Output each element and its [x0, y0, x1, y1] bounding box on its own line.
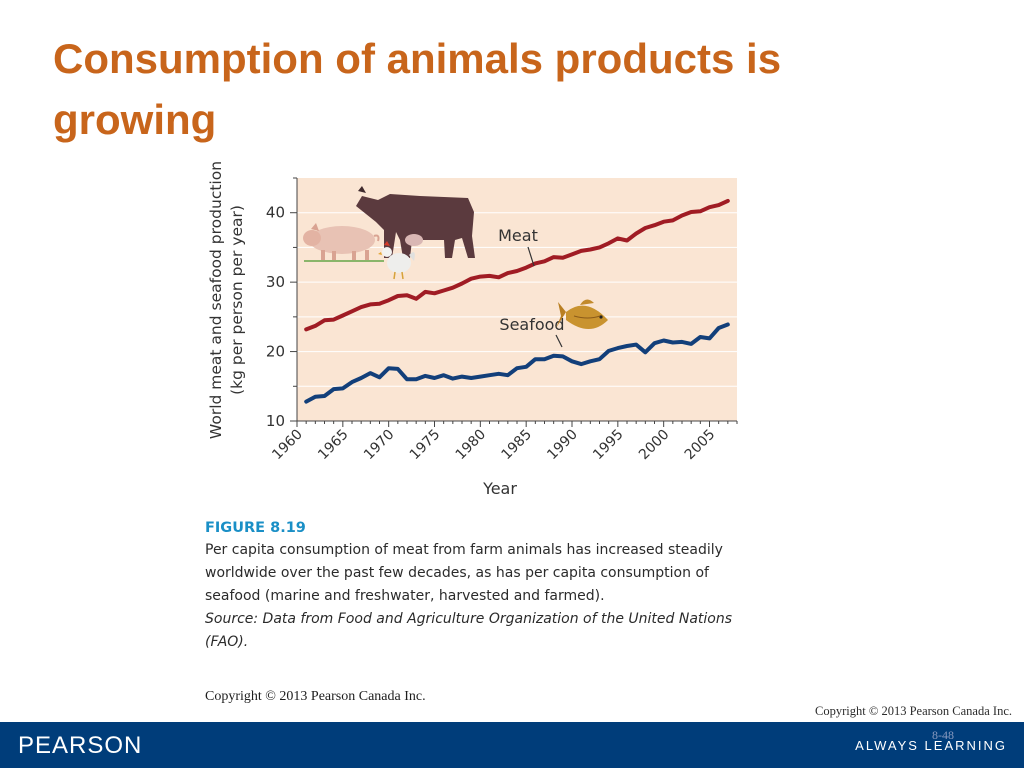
slide-copyright: Copyright © 2013 Pearson Canada Inc. [815, 704, 1012, 718]
figure-caption: FIGURE 8.19 Per capita consumption of me… [205, 520, 765, 654]
x-tick-label: 1975 [407, 427, 444, 464]
meat-series-line [304, 198, 730, 332]
figure-label: FIGURE 8.19 [205, 520, 765, 536]
x-tick-label: 1960 [269, 427, 306, 464]
x-tick-label: 1970 [361, 427, 398, 464]
y-axis-title-units: (kg per person per year) [228, 205, 246, 395]
figure-source: Source: Data from Food and Agriculture O… [205, 611, 733, 650]
x-tick-label: 1980 [453, 427, 490, 464]
x-tick-label: 2005 [682, 427, 719, 464]
figure-copyright: Copyright © 2013 Pearson Canada Inc. [205, 689, 426, 704]
footer-bar: PEARSON ALWAYS LEARNING [0, 722, 1024, 768]
x-tick-label: 1985 [498, 427, 535, 464]
y-axis-title: World meat and seafood production [207, 161, 225, 439]
y-tick-label: 40 [266, 204, 285, 222]
plot-area: 10 20 30 40 1960 1965 1970 1975 1980 1985 1990 1995… [207, 161, 738, 498]
chart-illustrations [303, 186, 608, 329]
x-tick-label: 1995 [590, 427, 627, 464]
x-tick-label: 1965 [315, 427, 352, 464]
footer-tagline: ALWAYS LEARNING [855, 738, 1007, 753]
y-tick-label: 30 [266, 273, 285, 291]
y-tick-label: 20 [266, 343, 285, 361]
seafood-series-line [304, 322, 730, 404]
pig-icon [303, 223, 384, 262]
slide-title: Consumption of animals products is growi… [53, 35, 782, 143]
fish-icon [556, 299, 608, 329]
x-tick-label: 2000 [636, 427, 673, 464]
cow-icon [356, 186, 475, 258]
x-axis-title: Year [482, 479, 517, 498]
figure-label-text: FIGURE [205, 520, 266, 536]
seafood-series-label: Seafood [499, 315, 564, 334]
meat-label-leader [527, 246, 535, 267]
figure-number: 8.19 [270, 520, 306, 536]
plot-background [297, 178, 737, 421]
x-tick-label: 1990 [544, 427, 581, 464]
seafood-label-leader [555, 334, 563, 348]
slide-number: 8-48 [932, 728, 954, 742]
y-tick-label: 10 [266, 412, 285, 430]
figure-caption-text: Per capita consumption of meat from farm… [205, 542, 723, 604]
pearson-logo: PEARSON [18, 732, 143, 759]
meat-series-label: Meat [498, 226, 538, 245]
chicken-icon [378, 241, 415, 280]
